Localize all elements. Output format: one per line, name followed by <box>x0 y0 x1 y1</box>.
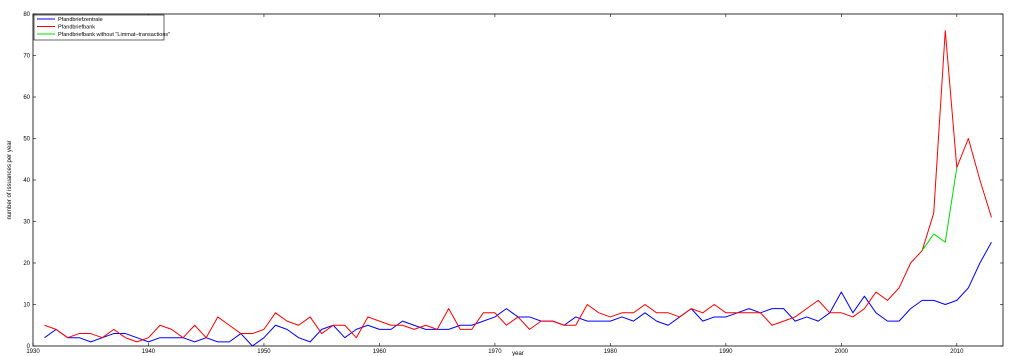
y-tick-label: 50 <box>23 137 30 143</box>
x-tick-label: 2010 <box>950 349 964 355</box>
x-tick-label: 1980 <box>604 349 618 355</box>
y-axis: 0 10 20 30 40 50 60 70 80 <box>23 12 1003 350</box>
y-tick-label: 40 <box>23 178 30 184</box>
x-axis: 1930 1940 1950 1960 1970 1980 1990 2000 2010 <box>26 14 964 355</box>
x-tick-label: 1960 <box>373 349 387 355</box>
series-line-2 <box>44 30 992 343</box>
legend: Pfandbriefzentrale PfandbriefbankPfandbri… <box>33 14 170 41</box>
y-axis-label: number of issuances per year <box>7 140 13 219</box>
y-tick-label: 80 <box>23 12 30 18</box>
x-tick-label: 2000 <box>835 349 849 355</box>
y-tick-label: 30 <box>23 220 30 226</box>
x-tick-label: 1930 <box>26 349 40 355</box>
x-tick-label: 1940 <box>142 349 156 355</box>
legend-label-3: Pfandbriefbank without "Limmat–transacti… <box>58 32 170 38</box>
x-tick-label: 1970 <box>488 349 502 355</box>
x-axis-label: year <box>512 351 524 356</box>
y-tick-label: 0 <box>27 344 31 350</box>
y-tick-label: 10 <box>23 303 30 309</box>
x-tick-label: 1950 <box>257 349 271 355</box>
legend-label-2: Pfandbriefbank <box>58 25 95 31</box>
y-tick-label: 20 <box>23 261 30 267</box>
y-tick-label: 70 <box>23 54 30 60</box>
series-line-3 <box>921 167 958 251</box>
legend-box <box>33 14 165 41</box>
plot-area <box>32 13 1004 347</box>
x-tick-label: 1990 <box>719 349 733 355</box>
y-tick-label: 60 <box>23 95 30 101</box>
legend-label-1: Pfandbriefzentrale <box>58 17 103 23</box>
series-layer <box>44 30 992 347</box>
